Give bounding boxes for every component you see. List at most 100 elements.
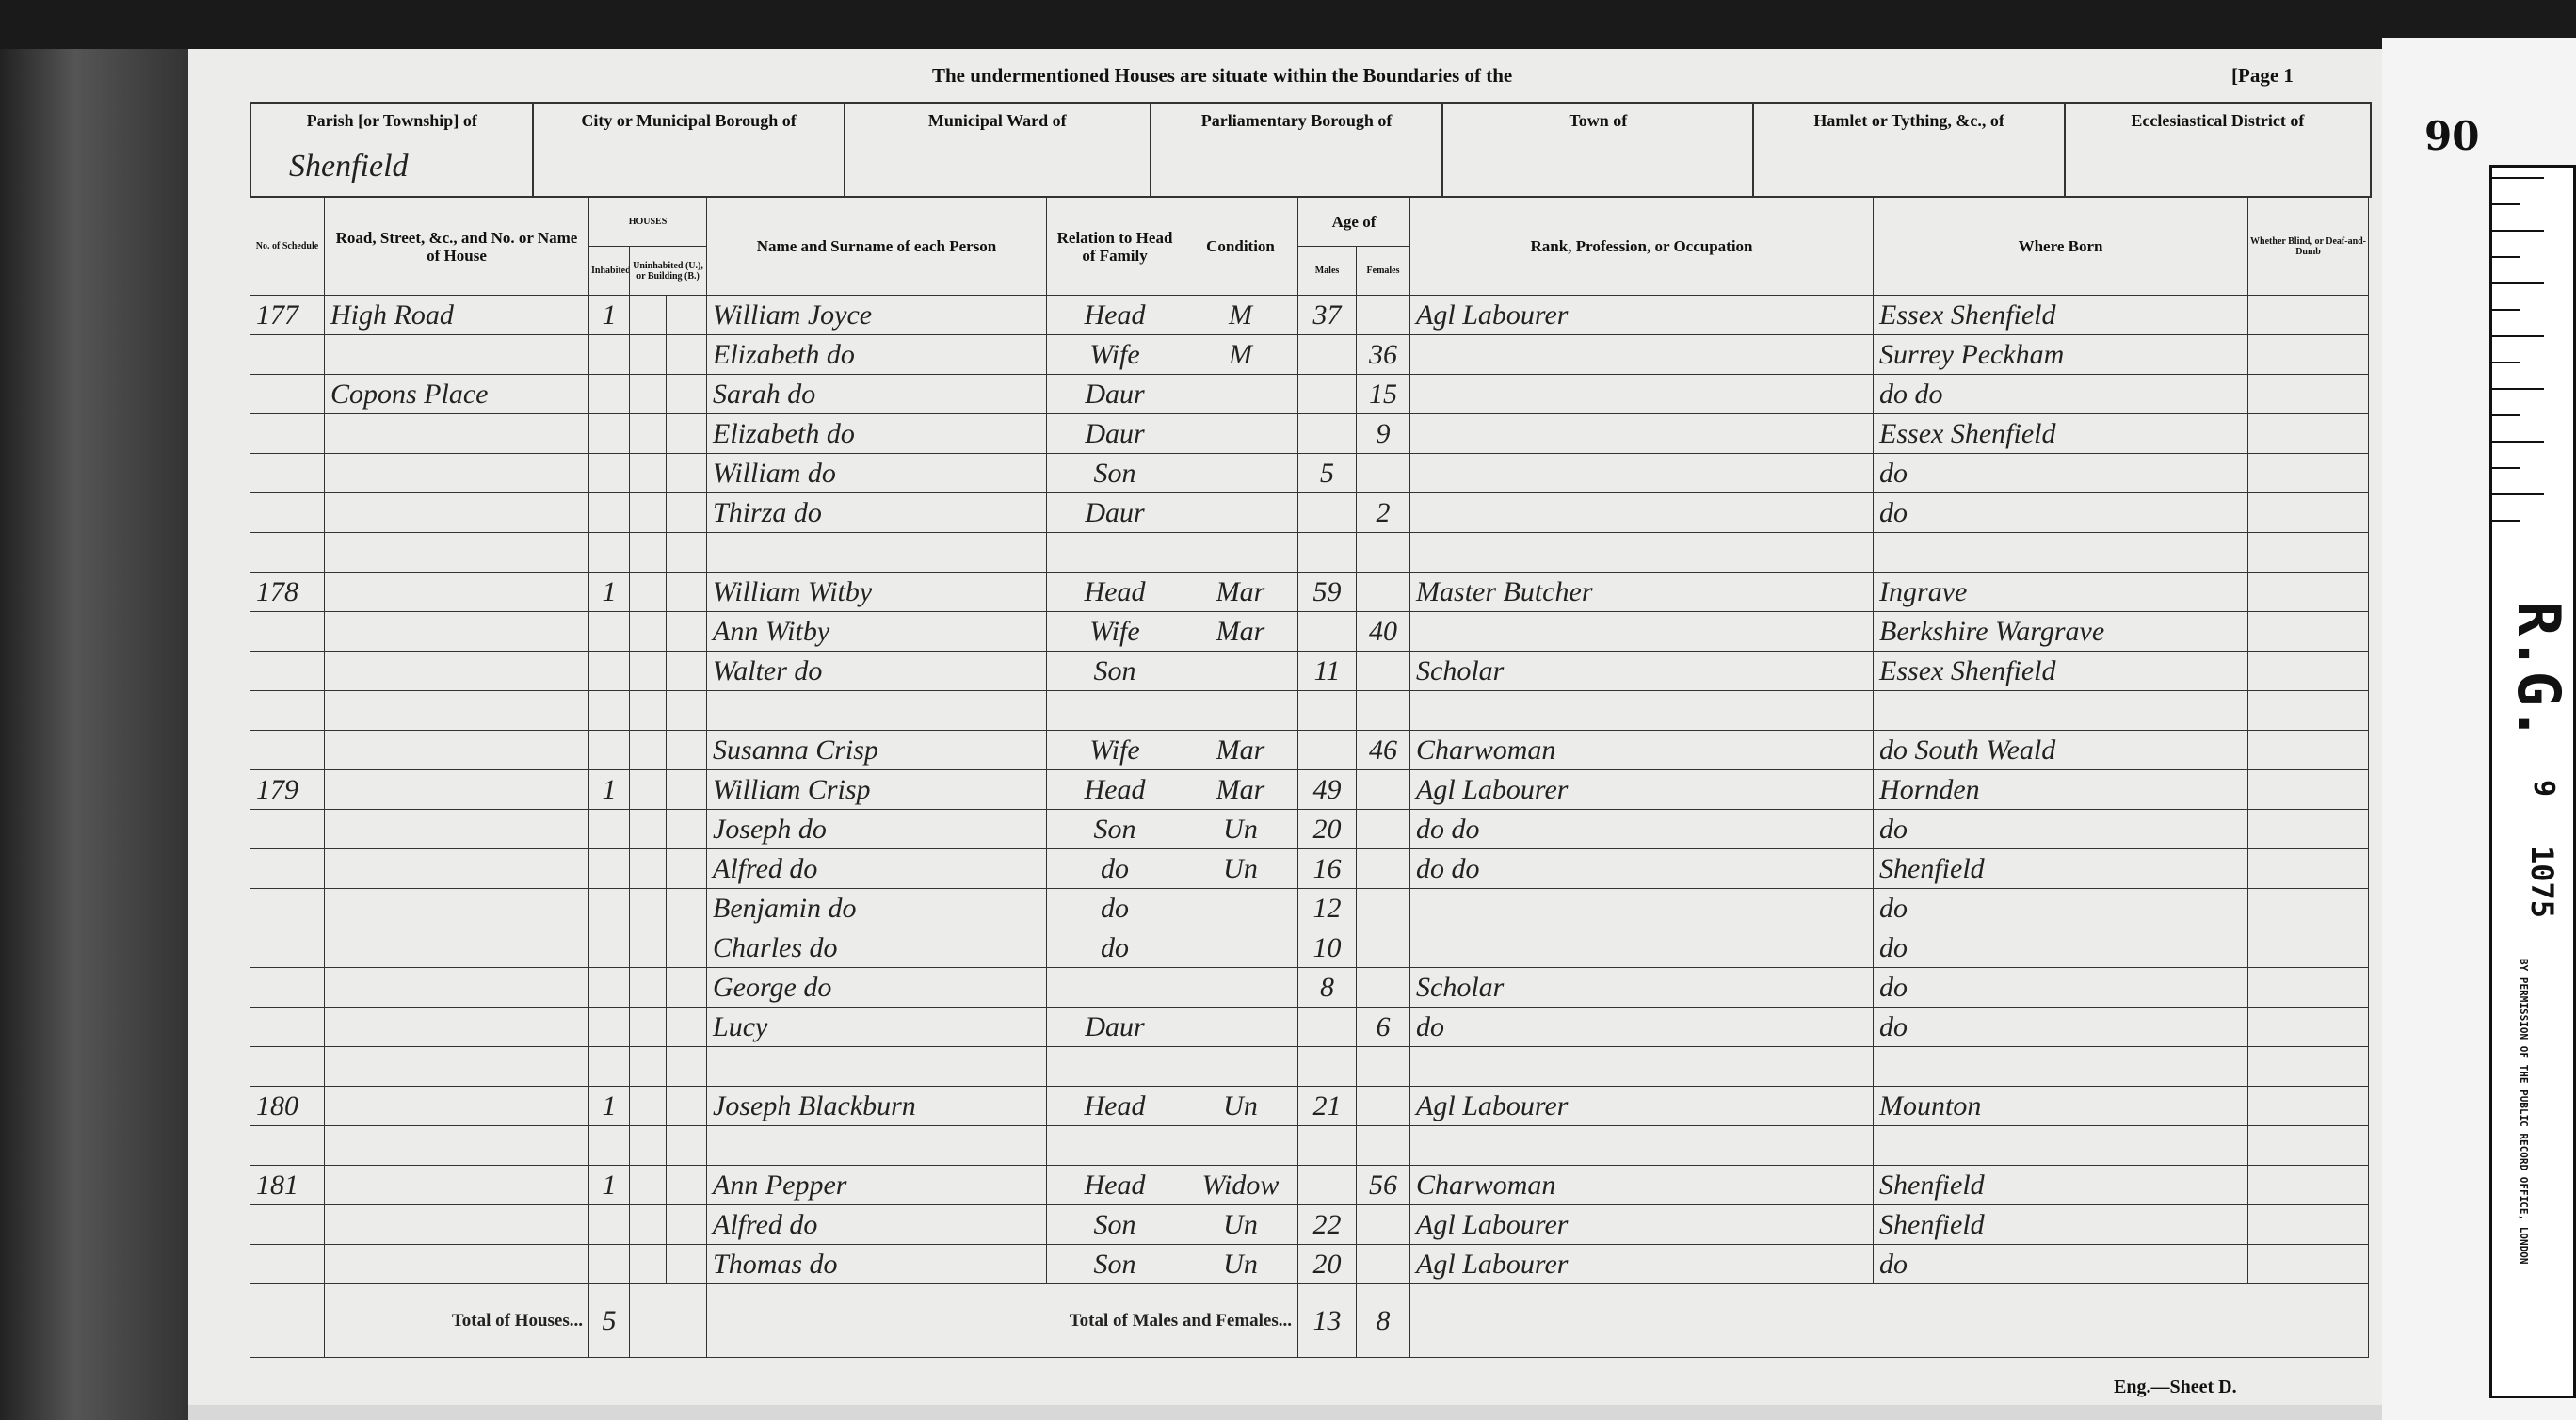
cell [2247,1204,2370,1245]
born: Surrey Peckham [1873,334,2249,375]
condition [1183,492,1299,533]
inhabited [588,730,630,770]
cell [665,1244,708,1284]
name: Alfred do [706,1204,1048,1245]
cell [1183,1046,1299,1087]
condition: M [1183,295,1299,335]
road [324,1086,589,1126]
born: Berkshire Wargrave [1873,611,2249,652]
boundary-field: City or Municipal Borough of [534,104,845,196]
inhabited: 1 [588,769,630,810]
occupation: Agl Labourer [1409,1244,1875,1284]
relation: Son [1046,651,1184,691]
scan-edge [0,0,188,1420]
males: 16 [1297,848,1358,889]
inhabited [588,928,630,968]
cell [1356,690,1411,731]
cell [2247,1086,2370,1126]
boundary-field: Parliamentary Borough of [1151,104,1444,196]
condition [1183,374,1299,414]
cell [2247,334,2370,375]
folio: 90 [2424,113,2480,159]
boundary-field: Town of [1443,104,1755,196]
cell [324,1125,589,1166]
schedule [250,413,325,454]
cell [250,1283,325,1358]
relation: Head [1046,1086,1184,1126]
inhabited [588,492,630,533]
females: 6 [1356,1007,1411,1047]
cell [665,453,708,493]
females [1356,888,1411,928]
occupation: Agl Labourer [1409,769,1875,810]
cell [250,690,325,731]
entry-row: Alfred do Son Un 22 Agl Labourer Shenfield [250,1204,2370,1245]
schedule [250,611,325,652]
cell [629,1165,667,1205]
cell [665,1125,708,1166]
males: 37 [1297,295,1358,335]
column-header: Road, Street, &c., and No. or Name of Ho… [324,197,589,296]
cell [588,1125,630,1166]
cell [665,532,708,573]
name: Thomas do [706,1244,1048,1284]
cell [1873,1046,2249,1087]
relation: Daur [1046,413,1184,454]
condition: Un [1183,1086,1299,1126]
inhabited [588,651,630,691]
road [324,611,589,652]
occupation: Agl Labourer [1409,1086,1875,1126]
cell [629,690,667,731]
cell [665,572,708,612]
cell [2247,967,2370,1008]
cell [2247,572,2370,612]
cell [1356,1046,1411,1087]
name: Benjamin do [706,888,1048,928]
inhabited: 1 [588,1086,630,1126]
inhabited [588,611,630,652]
road: Copons Place [324,374,589,414]
occupation: do [1409,1007,1875,1047]
males [1297,334,1358,375]
females [1356,848,1411,889]
occupation [1409,374,1875,414]
cell [628,1283,708,1358]
cell [629,967,667,1008]
inhabited [588,334,630,375]
born: Essex Shenfield [1873,413,2249,454]
road [324,453,589,493]
entry-row: Ann Witby Wife Mar 40 Berkshire Wargrave [250,611,2370,652]
entry-row: 181 1 Ann Pepper Head Widow 56 Charwoman Shenfi… [250,1165,2370,1205]
cell [2247,492,2370,533]
column-header: No. of Schedule [250,197,325,296]
cell [629,888,667,928]
road [324,1007,589,1047]
inhabited [588,413,630,454]
page-title: The undermentioned Houses are situate wi… [932,64,1513,87]
ruler-tick [2492,335,2544,337]
cell [2247,1244,2370,1284]
schedule: 181 [250,1165,325,1205]
name: Susanna Crisp [706,730,1048,770]
males: 8 [1297,967,1358,1008]
column-header: Rank, Profession, or Occupation [1409,197,1875,296]
born: do [1873,453,2249,493]
relation: Daur [1046,1007,1184,1047]
cell [1183,690,1299,731]
condition: Un [1183,848,1299,889]
cell [2247,1007,2370,1047]
occupation: do do [1409,809,1875,849]
cell [629,1086,667,1126]
field-label: Parish [or Township] of [306,111,477,130]
males [1297,413,1358,454]
column-header: Name and Surname of each Person [706,197,1048,296]
ruler-tick [2492,467,2520,469]
schedule [250,374,325,414]
entry-row: Thomas do Son Un 20 Agl Labourer do [250,1244,2370,1284]
cell [2247,374,2370,414]
relation: Son [1046,809,1184,849]
inhabited: 1 [588,1165,630,1205]
condition [1183,453,1299,493]
relation: Wife [1046,334,1184,375]
blank-line [250,1125,2370,1166]
